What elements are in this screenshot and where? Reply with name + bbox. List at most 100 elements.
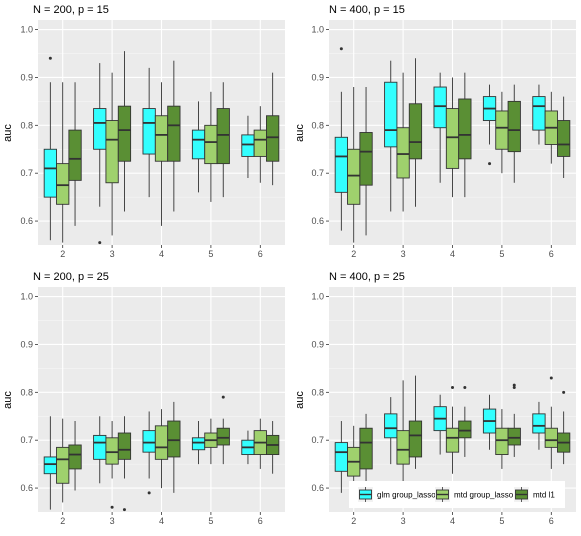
y-tick-label: 0.6 [20,483,33,493]
box-iqr [56,163,70,205]
outlier-point [147,491,151,495]
box-iqr [445,108,460,169]
box-mtd-l1-4 [167,401,181,493]
legend: glm group_lasso mtd group_lasso mtd l1 [349,481,565,508]
x-tick-label: 5 [208,249,213,259]
box-mtd-group-lasso-4 [445,386,460,474]
box-iqr [359,427,373,470]
box-iqr [532,96,546,131]
y-axis-label: auc [2,391,14,409]
panel-4: N = 400, p = 25 auc 0.6 0.7 0.8 0.9 1.0 2 3 4 5 6 [294,271,576,526]
box-glm-group-lasso-2 [334,421,348,493]
panel-title: N = 400, p = 25 [329,271,405,283]
box-mtd-l1-2 [68,82,82,226]
x-tick-label: 4 [159,249,164,259]
box-iqr [408,103,423,160]
x-tick-label: 5 [499,249,504,259]
box-mtd-l1-4 [458,386,472,457]
panel-title: N = 200, p = 25 [33,271,109,283]
box-iqr [43,148,57,198]
outlier-point [512,383,516,387]
legend-label: mtd group_lasso [454,491,514,500]
y-tick-label: 0.9 [20,339,33,349]
y-tick-label: 1.0 [20,25,33,35]
box-iqr [93,434,107,460]
box-mtd-group-lasso-5 [495,91,509,174]
outlier-point [122,508,126,512]
box-iqr [384,413,398,439]
box-mtd-group-lasso-3 [105,72,119,236]
box-iqr [458,420,472,439]
y-tick-label: 0.8 [20,120,33,130]
box-mtd-l1-2 [359,87,373,236]
box-glm-group-lasso-3 [384,60,398,212]
box-iqr [445,427,460,453]
box-mtd-l1-3 [117,416,132,512]
box-iqr [43,456,57,475]
outlier-point [451,386,454,390]
box-glm-group-lasso-5 [482,394,497,450]
box-iqr [154,425,169,460]
box-glm-group-lasso-4 [142,411,156,495]
box-mtd-l1-3 [408,375,423,469]
box-mtd-l1-4 [167,60,181,212]
box-iqr [495,110,509,150]
box-glm-group-lasso-4 [433,394,447,455]
box-glm-group-lasso-6 [241,115,255,178]
box-mtd-l1-6 [266,72,280,186]
box-mtd-l1-3 [117,51,132,212]
y-tick-label: 1.0 [311,25,324,35]
box-glm-group-lasso-5 [191,421,206,465]
box-iqr [93,108,107,150]
x-tick-label: 2 [60,249,65,259]
box-glm-group-lasso-6 [532,401,546,450]
box-iqr [216,108,230,165]
outlier-point [512,386,516,390]
box-mtd-group-lasso-5 [204,91,218,202]
legend-item-mtd-group-lasso: mtd group_lasso [435,487,514,502]
outlier-point [562,390,566,394]
box-iqr [105,437,119,465]
x-tick-label: 2 [351,249,356,259]
y-tick-label: 0.6 [311,483,324,493]
box-iqr [167,420,181,458]
box-iqr [458,98,472,160]
box-iqr [204,124,218,165]
box-mtd-l1-2 [68,421,82,491]
box-iqr [117,105,132,162]
y-tick-label: 1.0 [20,292,33,302]
x-tick-label: 3 [110,249,115,259]
box-iqr [142,430,156,453]
x-tick-label: 6 [549,249,554,259]
panel-3: N = 200, p = 25 auc 0.6 0.7 0.8 0.9 1.0 2 3 4 5 6 [2,271,285,526]
y-tick-label: 0.7 [20,435,33,445]
outlier-point [339,47,343,51]
y-tick-label: 0.6 [311,216,324,226]
box-iqr [68,444,82,470]
outlier-point [488,162,492,166]
box-mtd-l1-5 [507,383,521,457]
box-iqr [557,120,571,157]
box-iqr [117,432,132,460]
box-glm-group-lasso-3 [384,397,398,465]
outlier-point [463,386,467,390]
box-iqr [142,108,156,155]
panel-title: N = 200, p = 15 [33,4,109,16]
box-mtd-group-lasso-5 [204,418,218,465]
legend-item-mtd-l1: mtd l1 [514,487,555,502]
box-mtd-l1-6 [266,421,280,474]
outlier-point [48,56,52,60]
y-tick-label: 0.7 [20,168,33,178]
box-iqr [56,446,70,484]
box-glm-group-lasso-2 [43,56,57,241]
y-tick-label: 0.7 [311,435,324,445]
box-mtd-group-lasso-2 [347,87,361,243]
box-mtd-group-lasso-4 [154,409,169,489]
box-iqr [191,437,206,451]
outlier-point [221,395,225,399]
box-iqr [359,132,373,186]
box-mtd-group-lasso-6 [544,91,558,164]
box-glm-group-lasso-6 [532,84,546,145]
y-axis-label: auc [2,124,14,142]
